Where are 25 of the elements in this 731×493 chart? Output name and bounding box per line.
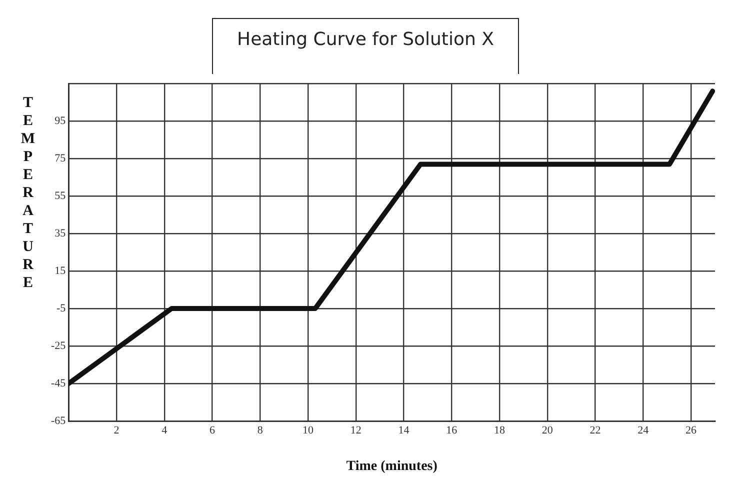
x-tick-label: 2 (114, 424, 120, 436)
x-axis-title: Time (minutes) (346, 459, 438, 474)
x-tick-label: 10 (302, 424, 314, 436)
text: TEMPERATURE (20, 95, 36, 291)
x-tick-label: 22 (590, 424, 601, 436)
y-tick-label: -65 (50, 414, 66, 427)
x-tick-label: 14 (398, 424, 410, 436)
x-tick-label: 8 (257, 424, 264, 436)
y-tick-label: 95 (54, 114, 66, 127)
x-tick-label: 24 (638, 424, 650, 436)
x-tick-label: 16 (446, 424, 458, 436)
x-tick-label: 6 (210, 424, 216, 436)
y-tick-label: 75 (54, 152, 66, 164)
y-tick-label: 15 (54, 264, 66, 277)
x-tick-label: 12 (350, 424, 362, 436)
chart-title: Heating Curve for Solution X (212, 18, 519, 74)
x-tick-label: 4 (162, 424, 168, 436)
y-tick-label: 55 (54, 190, 66, 202)
x-tick-label: 26 (686, 424, 698, 436)
y-tick-label: -25 (50, 340, 66, 352)
y-tick-label: -5 (56, 302, 66, 314)
x-tick-label: 20 (542, 424, 554, 436)
y-tick-label: -45 (50, 377, 66, 390)
x-tick-label: 18 (494, 424, 506, 436)
y-tick-label: 35 (54, 227, 66, 240)
